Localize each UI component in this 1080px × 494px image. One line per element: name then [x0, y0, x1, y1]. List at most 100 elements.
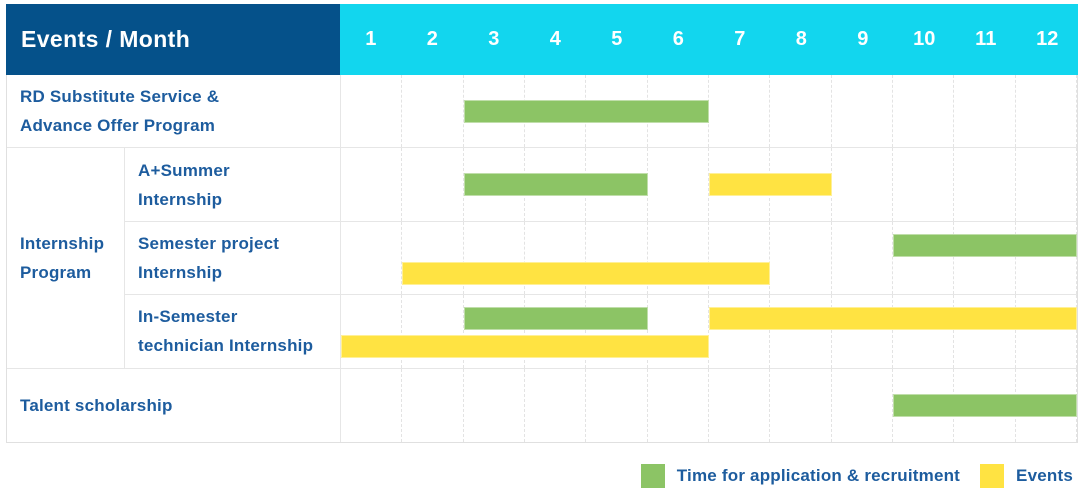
month-gridline: [402, 221, 464, 295]
legend-label: Events: [1016, 466, 1073, 485]
chart-cell: [341, 221, 1077, 296]
chart-cell: [341, 75, 1077, 149]
month-gridline: [464, 221, 525, 295]
month-gridline: [586, 295, 648, 368]
event-label-cell: Semester project Internship: [125, 221, 341, 296]
legend-swatch-application: [640, 464, 665, 488]
month-gridline: [709, 221, 771, 295]
month-gridline: [770, 368, 832, 442]
legend-item-events: Events: [980, 464, 1073, 488]
gantt-bar-events: [402, 261, 771, 285]
gantt-bar-application: [893, 393, 1077, 417]
legend: Time for application & recruitment Events: [640, 464, 1073, 488]
month-gridline: [648, 148, 709, 221]
month-label: 12: [1036, 28, 1059, 50]
month-gridline: [832, 368, 893, 442]
group-label-cell: Internship Program: [7, 148, 125, 369]
month-header-cell: 8: [771, 4, 833, 75]
month-gridline: [402, 295, 464, 368]
month-gridline: [893, 148, 955, 221]
month-gridline: [709, 75, 771, 148]
month-label: 8: [795, 28, 807, 50]
month-gridline: [402, 75, 464, 148]
event-label: Talent scholarship: [20, 395, 173, 415]
month-label: 4: [549, 28, 561, 50]
month-label: 1: [365, 28, 377, 50]
month-header-cell: 12: [1017, 4, 1079, 75]
table-body: RD Substitute Service & Advance Offer Pro…: [6, 75, 1078, 443]
event-label: Advance Offer Program: [20, 116, 216, 136]
month-gridline: [586, 368, 648, 442]
month-label: 7: [734, 28, 746, 50]
gantt-bar-application: [463, 100, 709, 123]
month-header-cell: 4: [525, 4, 587, 75]
month-label: 2: [426, 28, 438, 50]
chart-cell: [341, 295, 1077, 369]
month-gridline: [832, 295, 893, 368]
month-gridline: [464, 295, 525, 368]
month-header-cell: 2: [402, 4, 464, 75]
month-gridline: [341, 295, 403, 368]
month-gridline: [954, 148, 1016, 221]
month-gridline: [464, 368, 525, 442]
chart-cell: [341, 148, 1077, 222]
event-label-cell: RD Substitute Service & Advance Offer Pro…: [7, 75, 341, 149]
month-gridline: [525, 295, 587, 368]
month-label: 10: [913, 28, 936, 50]
month-gridline: [832, 75, 893, 148]
month-gridline: [954, 221, 1016, 295]
month-gridline: [648, 368, 709, 442]
month-gridline: [1016, 148, 1077, 221]
month-label: 11: [975, 28, 997, 50]
month-header-cell: 1: [340, 4, 402, 75]
gantt-bar-application: [893, 233, 1077, 257]
month-label: 3: [488, 28, 500, 50]
header-title-cell: Events / Month: [6, 4, 340, 75]
event-label-cell: Talent scholarship: [7, 368, 341, 442]
month-gridline: [893, 75, 955, 148]
gantt-table: Events / Month 1 2 3 4 5 6 7 8 9 10 11 12 RD Substi…: [6, 4, 1078, 443]
gantt-bar-application: [463, 307, 648, 331]
chart-cell: [341, 368, 1077, 442]
month-gridline: [402, 368, 464, 442]
month-header-cell: 9: [832, 4, 894, 75]
month-header-cell: 10: [894, 4, 956, 75]
event-label: Semester project: [138, 233, 280, 253]
month-gridline: [1016, 221, 1077, 295]
month-label: 5: [611, 28, 623, 50]
event-label: Internship: [138, 189, 223, 209]
legend-label: Time for application & recruitment: [676, 466, 961, 485]
month-gridline: [893, 295, 955, 368]
page-title: Events / Month: [21, 26, 191, 52]
month-header-cell: 6: [648, 4, 710, 75]
legend-swatch-events: [980, 464, 1005, 488]
month-gridline: [341, 75, 403, 148]
gantt-bar-events: [709, 173, 832, 197]
month-header-cell: 3: [463, 4, 525, 75]
month-gridline: [770, 221, 832, 295]
month-label: 9: [857, 28, 869, 50]
month-gridline: [341, 148, 403, 221]
month-gridline: [341, 221, 403, 295]
month-gridline: [648, 221, 709, 295]
event-label: In-Semester: [138, 307, 238, 327]
gantt-bar-events: [709, 307, 1077, 331]
month-gridline: [954, 75, 1016, 148]
month-gridline: [1016, 295, 1077, 368]
event-label: A+Summer: [138, 160, 230, 180]
month-header-cell: 5: [586, 4, 648, 75]
month-gridline: [402, 148, 464, 221]
month-gridline: [832, 221, 893, 295]
month-gridline: [525, 368, 587, 442]
gantt-bar-application: [463, 173, 648, 197]
month-gridline: [770, 75, 832, 148]
month-gridline: [954, 295, 1016, 368]
month-header-cell: 7: [709, 4, 771, 75]
month-header: 1 2 3 4 5 6 7 8 9 10 11 12: [340, 4, 1078, 75]
month-gridline: [770, 295, 832, 368]
event-label: technician Internship: [138, 336, 314, 356]
month-gridline: [648, 295, 709, 368]
legend-item-application: Time for application & recruitment: [640, 464, 961, 488]
event-label-cell: A+Summer Internship: [125, 148, 341, 222]
